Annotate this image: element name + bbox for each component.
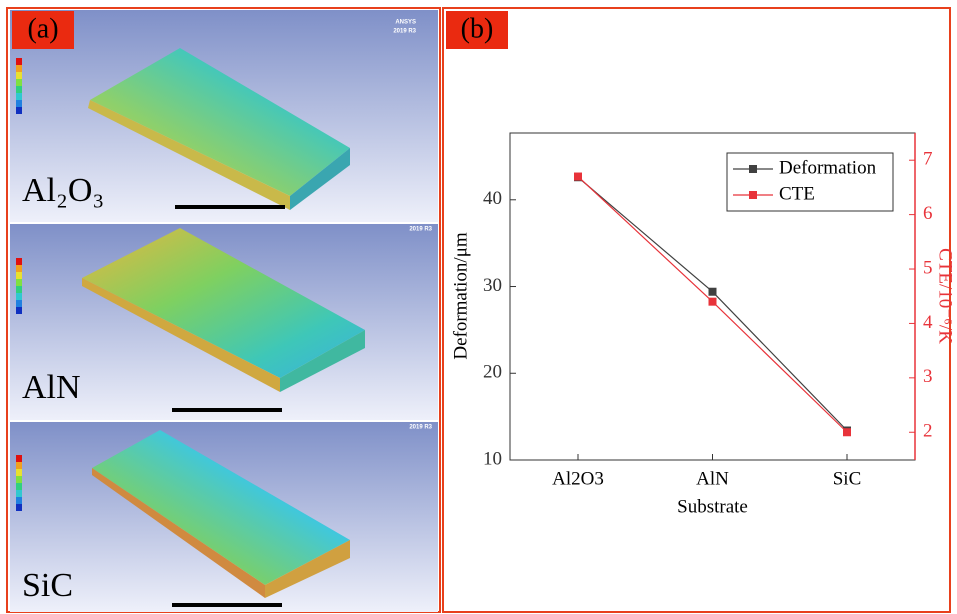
x-tick-label: AlN xyxy=(696,468,729,489)
software-version: 2019 R3 xyxy=(393,29,416,35)
x-axis-label: Substrate xyxy=(677,496,748,517)
x-tick-label: SiC xyxy=(833,468,862,489)
y2-tick-label: 2 xyxy=(923,421,933,442)
panel-b-frame xyxy=(442,7,951,613)
panel-label: (a) xyxy=(27,13,58,44)
material-label: Al₂O₃ xyxy=(22,172,104,209)
color-legend xyxy=(16,455,22,511)
y-axis-label: Deformation/μm xyxy=(450,232,471,360)
material-label: SiC xyxy=(22,567,73,604)
software-version: 2019 R3 xyxy=(409,227,432,233)
y2-tick-label: 6 xyxy=(923,203,933,224)
y-tick-label: 10 xyxy=(483,448,502,469)
data-point xyxy=(843,428,851,437)
y-tick-label: 40 xyxy=(483,188,502,209)
software-name: ANSYS xyxy=(395,20,416,26)
y2-tick-label: 7 xyxy=(923,149,933,170)
data-point xyxy=(574,172,582,181)
panel-label-box xyxy=(12,11,74,49)
fea-image: 2019 R3 AlN xyxy=(10,224,438,420)
legend-label: Deformation xyxy=(779,157,877,178)
y-tick-label: 20 xyxy=(483,362,502,383)
material-label: AlN xyxy=(22,369,81,406)
data-point xyxy=(708,297,717,306)
fea-image: 2019 R3 SiC xyxy=(10,422,438,612)
x-tick-label: Al2O3 xyxy=(552,468,604,489)
y2-tick-label: 4 xyxy=(923,312,933,333)
y2-tick-label: 5 xyxy=(923,257,933,278)
legend-marker xyxy=(749,191,757,199)
y-tick-label: 30 xyxy=(483,275,502,296)
panel-label-box xyxy=(446,11,508,49)
fea-image: ANSYS 2019 R3 Al₂O₃ xyxy=(10,10,438,222)
legend-marker xyxy=(749,165,757,173)
legend-box xyxy=(726,152,894,212)
panel-label: (b) xyxy=(461,13,494,44)
color-legend xyxy=(16,58,22,114)
color-legend xyxy=(16,258,22,314)
data-point xyxy=(708,287,717,296)
y2-axis-label: CTE/10⁻⁶/K xyxy=(935,248,956,344)
y2-tick-label: 3 xyxy=(923,366,933,387)
legend-label: CTE xyxy=(779,183,815,204)
software-version: 2019 R3 xyxy=(409,425,432,431)
